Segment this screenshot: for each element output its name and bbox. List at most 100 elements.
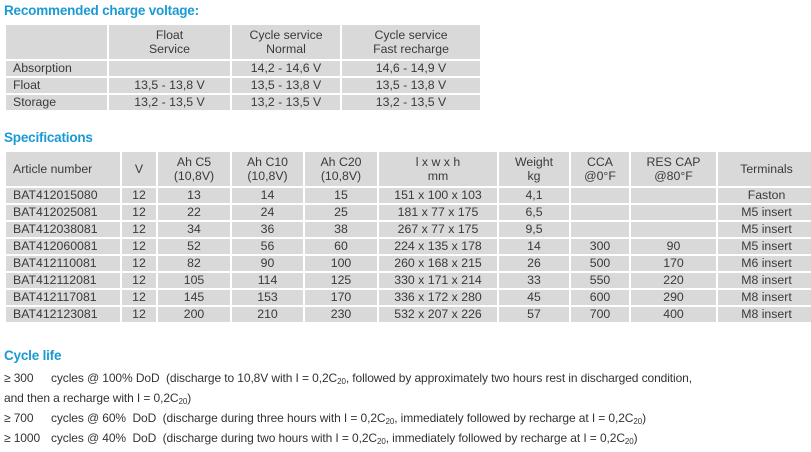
column-header-article-number: Article number bbox=[6, 152, 120, 186]
spec-cell-v: 12 bbox=[122, 239, 156, 254]
spec-cell-cca: 550 bbox=[571, 273, 629, 288]
spec-cell-ah_c5: 200 bbox=[158, 307, 230, 322]
charge-voltage-cell-cycle_normal: 13,2 - 13,5 V bbox=[232, 95, 340, 110]
spec-cell-dimensions: 181 x 77 x 175 bbox=[379, 205, 497, 220]
charge-voltage-cell-cycle_fast: 14,6 - 14,9 V bbox=[342, 61, 480, 76]
spec-cell-cca bbox=[571, 222, 629, 237]
spec-cell-cca: 600 bbox=[571, 290, 629, 305]
specifications-heading: Specifications bbox=[4, 130, 93, 145]
cycle-life-section: Cycle life ≥ 300 cycles @ 100% DoD (disch… bbox=[4, 348, 811, 448]
charge-voltage-table: Float Service Cycle service Normal Cycle… bbox=[4, 23, 482, 112]
spec-cell-terminals: M6 insert bbox=[718, 256, 811, 271]
spec-cell-ah_c5: 145 bbox=[158, 290, 230, 305]
charge-voltage-row: Storage 13,2 - 13,5 V 13,2 - 13,5 V 13,2 - … bbox=[6, 95, 480, 110]
spec-cell-ah_c10: 24 bbox=[232, 205, 303, 220]
charge-voltage-header-row: Float Service Cycle service Normal Cycle… bbox=[6, 25, 480, 59]
spec-row: BAT412117081 12 145 153 170 336 x 172 x 280 45… bbox=[6, 290, 811, 305]
spec-cell-v: 12 bbox=[122, 290, 156, 305]
spec-cell-dimensions: 267 x 77 x 175 bbox=[379, 222, 497, 237]
charge-voltage-cell-float_service: 13,2 - 13,5 V bbox=[109, 95, 230, 110]
spec-cell-ah_c10: 36 bbox=[232, 222, 303, 237]
spec-cell-v: 12 bbox=[122, 188, 156, 203]
spec-cell-res_cap: 400 bbox=[631, 307, 716, 322]
charge-voltage-row: Float 13,5 - 13,8 V 13,5 - 13,8 V 13,5 - 13… bbox=[6, 78, 480, 93]
charge-voltage-cell-label: Storage bbox=[6, 95, 107, 110]
column-header-terminals: Terminals bbox=[718, 152, 811, 186]
spec-cell-dimensions: 336 x 172 x 280 bbox=[379, 290, 497, 305]
spec-row: BAT412060081 12 52 56 60 224 x 135 x 178 14 300… bbox=[6, 239, 811, 254]
charge-voltage-cell-label: Absorption bbox=[6, 61, 107, 76]
column-header-cycle-normal: Cycle service Normal bbox=[232, 25, 340, 59]
column-header-ah-c20: Ah C20 (10,8V) bbox=[305, 152, 377, 186]
cycle-life-line: ≥ 1000 cycles @ 40% DoD (discharge during… bbox=[4, 428, 811, 448]
spec-cell-res_cap bbox=[631, 188, 716, 203]
spec-cell-terminals: M5 insert bbox=[718, 222, 811, 237]
column-header-cca: CCA @0°F bbox=[571, 152, 629, 186]
spec-cell-ah_c5: 82 bbox=[158, 256, 230, 271]
spec-cell-cca: 300 bbox=[571, 239, 629, 254]
spec-cell-ah_c20: 25 bbox=[305, 205, 377, 220]
spec-row: BAT412038081 12 34 36 38 267 x 77 x 175 9,5 M5 … bbox=[6, 222, 811, 237]
spec-cell-res_cap: 290 bbox=[631, 290, 716, 305]
spec-cell-v: 12 bbox=[122, 205, 156, 220]
spec-cell-ah_c10: 56 bbox=[232, 239, 303, 254]
spec-cell-article: BAT412112081 bbox=[6, 273, 120, 288]
spec-cell-ah_c20: 100 bbox=[305, 256, 377, 271]
spec-cell-res_cap: 220 bbox=[631, 273, 716, 288]
spec-cell-dimensions: 260 x 168 x 215 bbox=[379, 256, 497, 271]
charge-voltage-cell-cycle_fast: 13,2 - 13,5 V bbox=[342, 95, 480, 110]
spec-cell-v: 12 bbox=[122, 256, 156, 271]
charge-voltage-cell-float_service: 13,5 - 13,8 V bbox=[109, 78, 230, 93]
spec-cell-terminals: M8 insert bbox=[718, 307, 811, 322]
spec-cell-article: BAT412123081 bbox=[6, 307, 120, 322]
spec-cell-res_cap bbox=[631, 205, 716, 220]
spec-cell-dimensions: 532 x 207 x 226 bbox=[379, 307, 497, 322]
spec-cell-ah_c5: 13 bbox=[158, 188, 230, 203]
spec-cell-ah_c20: 230 bbox=[305, 307, 377, 322]
spec-cell-res_cap: 90 bbox=[631, 239, 716, 254]
spec-cell-weight: 33 bbox=[499, 273, 569, 288]
spec-cell-article: BAT412117081 bbox=[6, 290, 120, 305]
spec-row: BAT412015080 12 13 14 15 151 x 100 x 103 4,1 Fa… bbox=[6, 188, 811, 203]
spec-cell-terminals: M5 insert bbox=[718, 239, 811, 254]
spec-cell-ah_c10: 114 bbox=[232, 273, 303, 288]
charge-voltage-cell-cycle_normal: 13,5 - 13,8 V bbox=[232, 78, 340, 93]
charge-voltage-heading: Recommended charge voltage: bbox=[4, 3, 199, 18]
spec-cell-article: BAT412038081 bbox=[6, 222, 120, 237]
spec-row: BAT412112081 12 105 114 125 330 x 171 x 214 33… bbox=[6, 273, 811, 288]
spec-cell-weight: 6,5 bbox=[499, 205, 569, 220]
spec-cell-cca bbox=[571, 188, 629, 203]
column-header-weight: Weight kg bbox=[499, 152, 569, 186]
spec-cell-ah_c5: 34 bbox=[158, 222, 230, 237]
spec-row: BAT412025081 12 22 24 25 181 x 77 x 175 6,5 M5 … bbox=[6, 205, 811, 220]
spec-cell-article: BAT412025081 bbox=[6, 205, 120, 220]
spec-cell-dimensions: 224 x 135 x 178 bbox=[379, 239, 497, 254]
cycle-count-threshold: ≥ 700 bbox=[4, 411, 34, 425]
charge-voltage-cell-cycle_normal: 14,2 - 14,6 V bbox=[232, 61, 340, 76]
cycle-life-line: and then a recharge with I = 0,2C20) bbox=[4, 391, 192, 406]
column-header-ah-c5: Ah C5 (10,8V) bbox=[158, 152, 230, 186]
spec-cell-ah_c10: 210 bbox=[232, 307, 303, 322]
charge-voltage-cell-cycle_fast: 13,5 - 13,8 V bbox=[342, 78, 480, 93]
spec-cell-ah_c10: 90 bbox=[232, 256, 303, 271]
spec-cell-v: 12 bbox=[122, 222, 156, 237]
specifications-table: Article number V Ah C5 (10,8V) Ah C10 (1… bbox=[4, 150, 811, 324]
cycle-life-line: ≥ 700 cycles @ 60% DoD (discharge during … bbox=[4, 408, 811, 428]
spec-cell-dimensions: 151 x 100 x 103 bbox=[379, 188, 497, 203]
spec-row: BAT412110081 12 82 90 100 260 x 168 x 215 26 50… bbox=[6, 256, 811, 271]
cycle-count-threshold: ≥ 300 bbox=[4, 371, 34, 385]
spec-cell-terminals: M8 insert bbox=[718, 273, 811, 288]
column-header-voltage: V bbox=[122, 152, 156, 186]
spec-cell-article: BAT412015080 bbox=[6, 188, 120, 203]
spec-cell-weight: 57 bbox=[499, 307, 569, 322]
column-header-dimensions: l x w x h mm bbox=[379, 152, 497, 186]
spec-cell-article: BAT412110081 bbox=[6, 256, 120, 271]
cycle-life-text: ≥ 300 cycles @ 100% DoD (discharge to 10,… bbox=[4, 368, 811, 448]
column-header-blank bbox=[6, 25, 107, 59]
spec-cell-terminals: M5 insert bbox=[718, 205, 811, 220]
spec-cell-cca bbox=[571, 205, 629, 220]
charge-voltage-row: Absorption 14,2 - 14,6 V 14,6 - 14,9 V bbox=[6, 61, 480, 76]
cycle-life-heading: Cycle life bbox=[4, 348, 62, 363]
spec-cell-weight: 26 bbox=[499, 256, 569, 271]
